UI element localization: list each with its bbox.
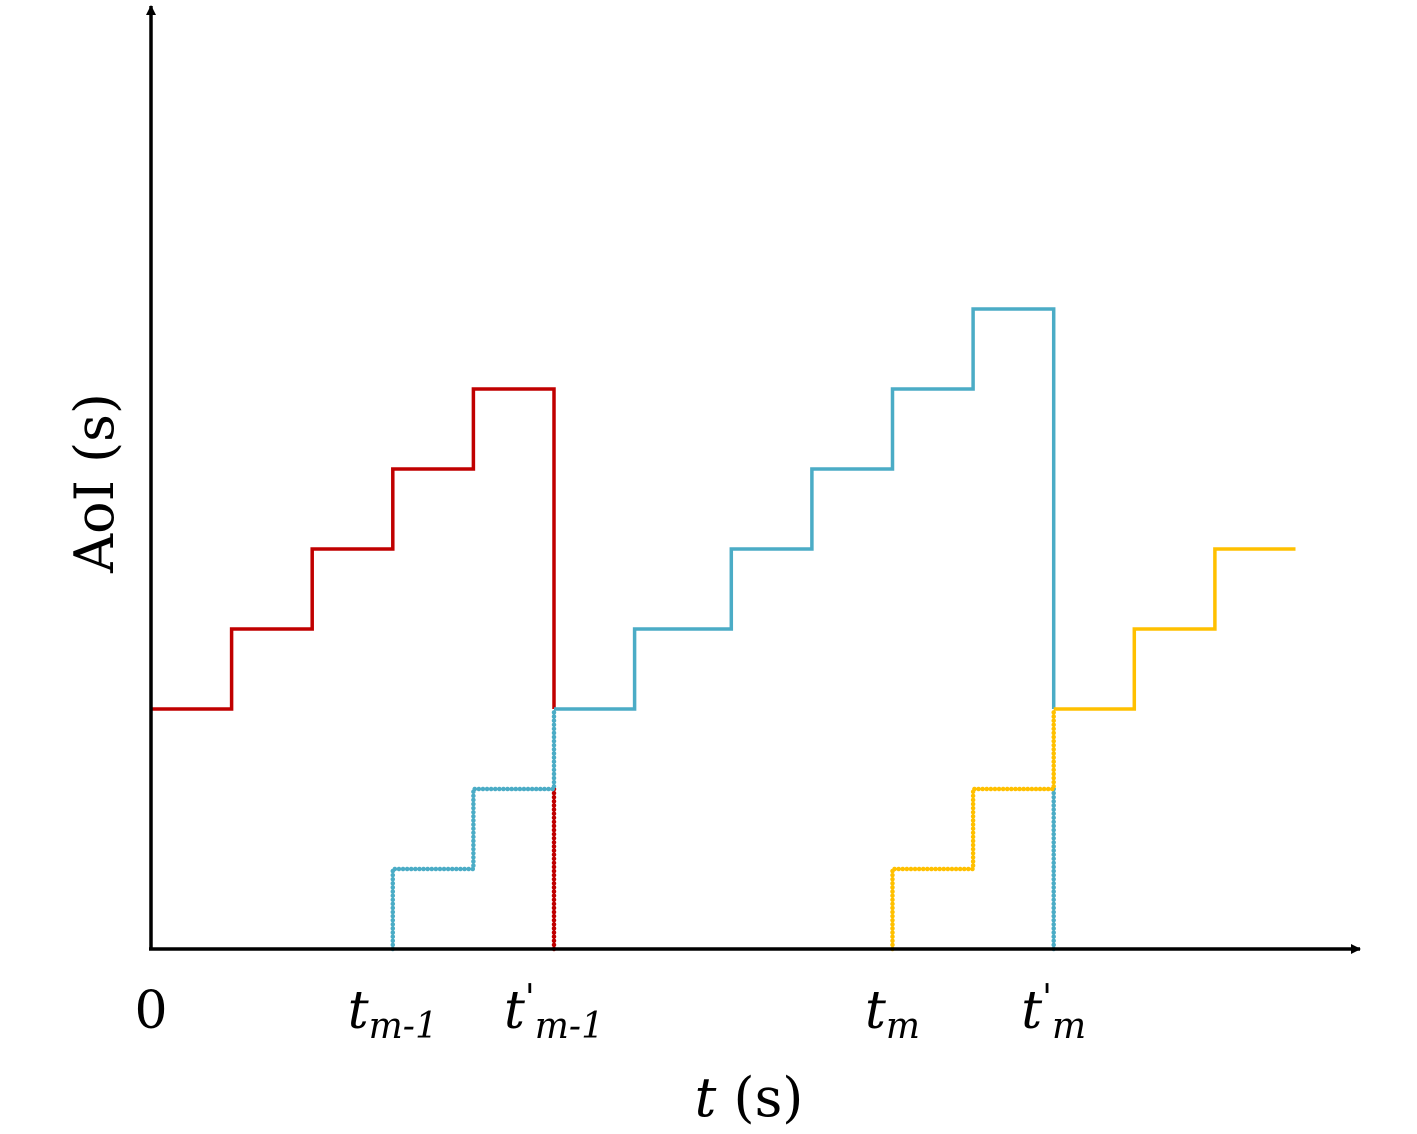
x-axis-title-unit: (s) (716, 1066, 803, 1129)
x-tick-label-0: 0 (134, 981, 167, 1041)
y-axis-title: AoI (s) (63, 393, 126, 574)
series-blue-solid-3 (554, 307, 1056, 711)
series-red-solid-0 (151, 387, 556, 711)
series-layer (151, 307, 1296, 952)
x-tick-label-1: tm-1 (348, 981, 438, 1047)
x-tick-label-3: tm (865, 981, 920, 1047)
series-blue-dotted-2 (390, 706, 557, 952)
x-tick-labels: 0 tm-1 t'm-1 tm t'm (134, 978, 1086, 1047)
series-yellow-solid-6 (1053, 547, 1296, 711)
series-yellow-dotted-5 (890, 706, 1056, 952)
x-tick-label-2: t'm-1 (504, 978, 604, 1047)
x-tick-label-4: t'm (1021, 978, 1086, 1047)
x-axis-title-var: t (695, 1066, 717, 1129)
x-axis-title: t (s) (695, 1066, 804, 1129)
